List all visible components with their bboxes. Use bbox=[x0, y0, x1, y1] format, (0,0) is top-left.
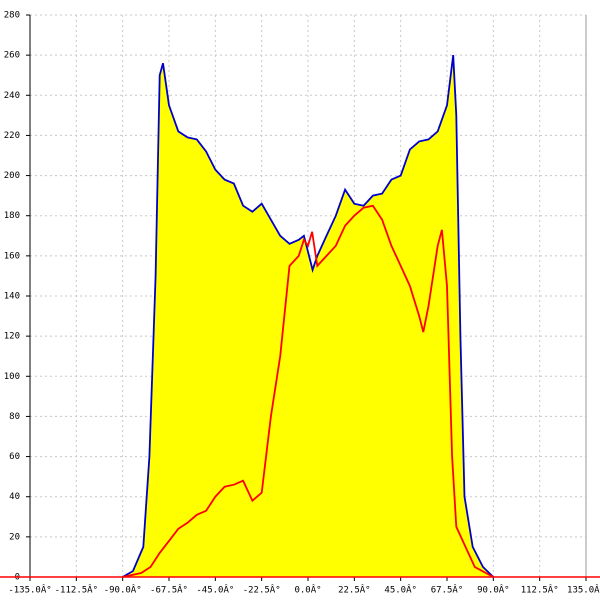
x-tick-label: 22.5Â° bbox=[338, 584, 371, 596]
area-fill bbox=[122, 55, 494, 578]
series-line bbox=[122, 54, 494, 578]
y-tick-label: 260 bbox=[4, 51, 20, 61]
y-tick-label: 200 bbox=[4, 171, 20, 181]
x-tick-label: 90.0Â° bbox=[477, 584, 510, 596]
y-tick-label: 280 bbox=[4, 11, 20, 21]
x-tick-label: 67.5Â° bbox=[431, 584, 464, 596]
y-tick-label: 180 bbox=[4, 211, 20, 221]
x-tick-label: -22.5Â° bbox=[243, 584, 281, 596]
y-tick-label: 120 bbox=[4, 332, 20, 342]
x-tick-label: 112.5Â° bbox=[521, 584, 559, 596]
x-tick-label: 45.0Â° bbox=[384, 584, 417, 596]
y-tick-label: 240 bbox=[4, 91, 20, 101]
y-tick-label: 20 bbox=[9, 532, 20, 542]
x-tick-label: -67.5Â° bbox=[150, 584, 188, 596]
x-tick-label: -112.5Â° bbox=[55, 584, 98, 596]
y-tick-label: 60 bbox=[9, 452, 20, 462]
y-tick-label: 100 bbox=[4, 372, 20, 382]
x-tick-label: -90.0Â° bbox=[104, 584, 142, 596]
y-tick-label: 220 bbox=[4, 131, 20, 141]
y-tick-label: 140 bbox=[4, 292, 20, 302]
x-tick-label: 135.0Â° bbox=[567, 584, 600, 596]
y-tick-label: 80 bbox=[9, 412, 20, 422]
x-tick-label: -45.0Â° bbox=[196, 584, 234, 596]
x-tick-label: 0.0Â° bbox=[294, 584, 321, 596]
x-tick-label: -135.0Â° bbox=[8, 584, 51, 596]
series-line bbox=[122, 204, 494, 578]
y-tick-label: 40 bbox=[9, 492, 20, 502]
y-tick-label: 160 bbox=[4, 251, 20, 261]
